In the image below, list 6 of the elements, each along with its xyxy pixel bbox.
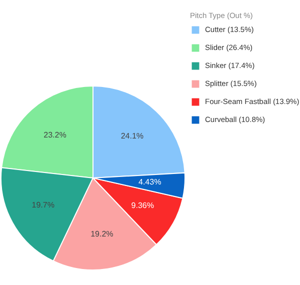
data-label: 23.2% bbox=[44, 130, 66, 140]
data-label: 4.43% bbox=[138, 178, 162, 187]
data-label: 9.36% bbox=[131, 201, 154, 210]
data-label: 24.1% bbox=[120, 132, 144, 141]
data-label: 19.7% bbox=[32, 200, 54, 210]
data-label: 19.2% bbox=[90, 229, 114, 238]
